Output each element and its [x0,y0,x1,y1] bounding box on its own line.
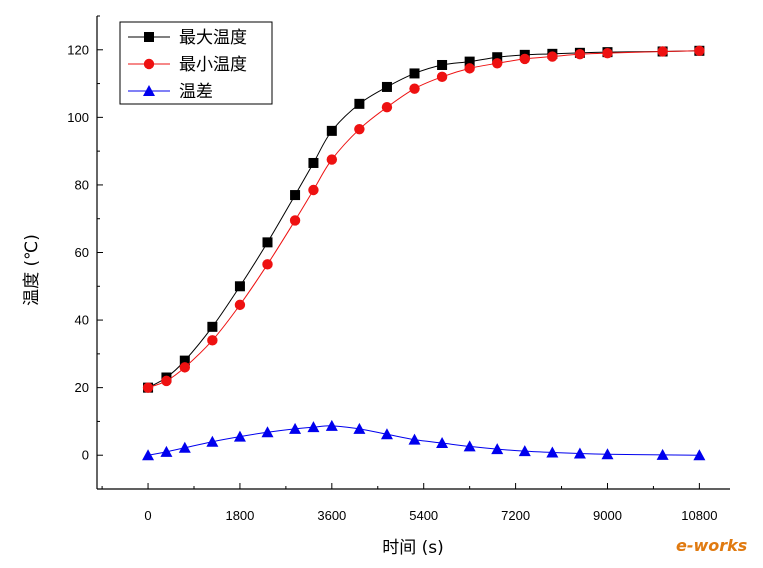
data-point [436,71,448,83]
y-axis-ticks: 0 20 40 60 80 100 120 [67,15,103,490]
y-tick-label: 20 [75,380,89,395]
data-point [693,449,706,461]
data-point [573,447,586,459]
data-point [178,441,191,453]
data-point [207,321,218,332]
x-tick-label: 1800 [225,508,254,523]
legend-item: 温差 [128,82,213,102]
x-axis-ticks: 0 1800 3600 5400 7200 9000 10800 [101,483,717,523]
data-point [656,448,669,460]
data-point [409,83,420,94]
data-point [179,355,190,366]
data-point [262,259,273,270]
series-2 [142,45,705,393]
legend-item: 最大温度 [128,28,247,48]
x-tick-label: 10800 [681,508,717,523]
data-point [380,428,393,440]
y-tick-label: 0 [82,448,89,463]
watermark-text: e-works [676,536,747,555]
data-point [234,281,245,292]
legend-marker [143,58,155,70]
data-point [409,68,420,79]
x-tick-label: 7200 [501,508,530,523]
data-point [289,422,302,434]
data-point [308,157,319,168]
series-layer [142,45,706,461]
data-point [326,125,337,136]
data-point [262,237,273,248]
data-point [289,215,301,226]
x-tick-label: 5400 [409,508,438,523]
data-point [161,375,172,387]
x-tick-label: 0 [144,508,151,523]
data-point [381,102,393,113]
data-point [491,443,504,455]
data-point [602,47,613,59]
y-tick-label: 100 [67,110,89,125]
watermark: e-works [676,536,747,555]
data-point [308,184,319,196]
y-tick-label: 40 [75,313,89,328]
data-point [463,440,476,452]
legend-marker [143,85,155,96]
data-point [381,81,392,92]
data-point [142,382,154,393]
data-point [518,445,531,457]
data-point [261,426,274,438]
legend-marker [144,32,154,42]
data-point [546,446,559,458]
data-point [354,123,365,135]
data-point [354,98,365,109]
data-point [694,45,705,56]
data-point [464,56,475,67]
data-point [408,433,421,445]
data-point [547,51,558,62]
data-point [464,63,475,74]
series-line [147,425,700,456]
y-tick-label: 80 [75,177,89,192]
data-point [142,449,155,461]
legend-label: 最小温度 [179,55,247,75]
data-point [436,437,449,449]
data-point [234,299,246,311]
data-point [326,154,338,165]
data-point [519,53,530,65]
series-3 [142,419,706,461]
x-tick-label: 9000 [593,508,622,523]
x-axis-title: 时间 (s) [382,538,444,558]
data-point [574,48,586,60]
data-point [290,190,301,201]
data-point [206,435,219,447]
data-point [657,46,668,57]
legend-label: 最大温度 [179,28,247,48]
data-point [207,335,218,346]
data-point [179,362,191,373]
data-point [353,422,366,434]
data-point [492,52,503,63]
y-tick-label: 120 [67,42,89,57]
legend-label: 温差 [179,82,213,102]
legend-item: 最小温度 [128,55,247,75]
data-point [492,58,503,69]
data-point [160,445,173,457]
y-tick-label: 60 [75,245,89,260]
x-tick-label: 3600 [317,508,346,523]
data-point [601,448,614,460]
data-point [437,59,448,70]
data-point [233,430,246,442]
data-point [325,419,338,431]
y-axis-title: 温度 (℃) [22,234,42,306]
data-point [307,421,320,433]
